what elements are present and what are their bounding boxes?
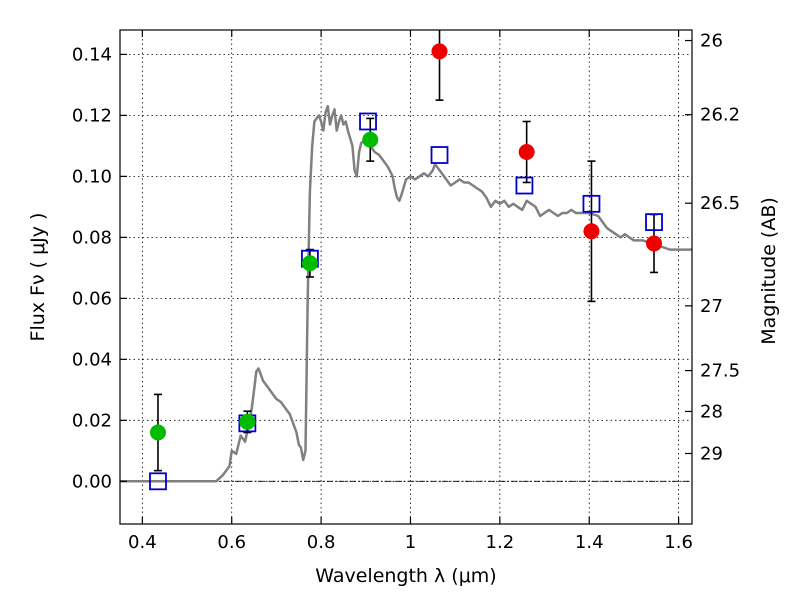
y-tick-label: 0.14 bbox=[72, 44, 112, 65]
model-photometry-square bbox=[359, 112, 377, 131]
y2-tick-label: 26.2 bbox=[700, 105, 740, 126]
model-photometry-square bbox=[582, 194, 601, 213]
data-markers bbox=[149, 43, 663, 491]
model-photometry-square bbox=[430, 146, 449, 164]
observed-flux-point bbox=[583, 223, 600, 240]
y2-tick-label: 27 bbox=[700, 296, 723, 317]
error-bars bbox=[153, 30, 659, 472]
observed-flux-point bbox=[518, 143, 535, 160]
axis-ticks bbox=[120, 30, 692, 524]
y-tick-label: 0.06 bbox=[72, 288, 112, 309]
observed-flux-point bbox=[362, 131, 379, 148]
x-tick-label: 1.4 bbox=[575, 532, 604, 553]
x-tick-label: 0.6 bbox=[217, 532, 246, 553]
observed-flux-point bbox=[431, 43, 448, 60]
y-tick-label: 0.02 bbox=[72, 410, 112, 431]
model-photometry-square bbox=[515, 176, 534, 195]
y-tick-label: 0.04 bbox=[72, 349, 112, 370]
x-tick-label: 0.4 bbox=[128, 532, 157, 553]
y2-axis-label: Magnitude (AB) bbox=[758, 197, 780, 345]
model-spectrum-line bbox=[120, 104, 692, 483]
x-tick-label: 1 bbox=[405, 532, 416, 553]
x-tick-label: 0.8 bbox=[307, 532, 336, 553]
y2-tick-label: 27.5 bbox=[700, 361, 740, 382]
y-tick-label: 0.00 bbox=[72, 471, 112, 492]
y2-tick-label: 26.5 bbox=[700, 193, 740, 214]
observed-flux-point bbox=[239, 413, 256, 430]
y2-tick-label: 29 bbox=[700, 443, 723, 464]
y-tick-label: 0.08 bbox=[72, 227, 112, 248]
model-photometry-square bbox=[645, 213, 663, 232]
y2-tick-label: 28 bbox=[700, 401, 723, 422]
x-axis-label: Wavelength λ (μm) bbox=[315, 565, 496, 587]
y-tick-label: 0.12 bbox=[72, 105, 112, 126]
y-axis-label: Flux Fν ( μJy ) bbox=[27, 213, 49, 342]
x-tick-label: 1.6 bbox=[664, 532, 693, 553]
y2-tick-label: 26 bbox=[700, 31, 723, 52]
observed-flux-point bbox=[149, 424, 166, 441]
plot-frame bbox=[119, 29, 693, 525]
model-photometry-square bbox=[149, 472, 167, 491]
observed-flux-point bbox=[646, 235, 663, 252]
grid-lines bbox=[120, 30, 692, 524]
observed-flux-point bbox=[301, 255, 318, 272]
x-tick-label: 1.2 bbox=[486, 532, 515, 553]
tick-labels: 0.4 0.6 0.8 1 1.2 1.4 1.6 0.00 0.02 0.04 0.06 0.08 0… bbox=[72, 31, 740, 553]
y-tick-label: 0.10 bbox=[72, 166, 112, 187]
